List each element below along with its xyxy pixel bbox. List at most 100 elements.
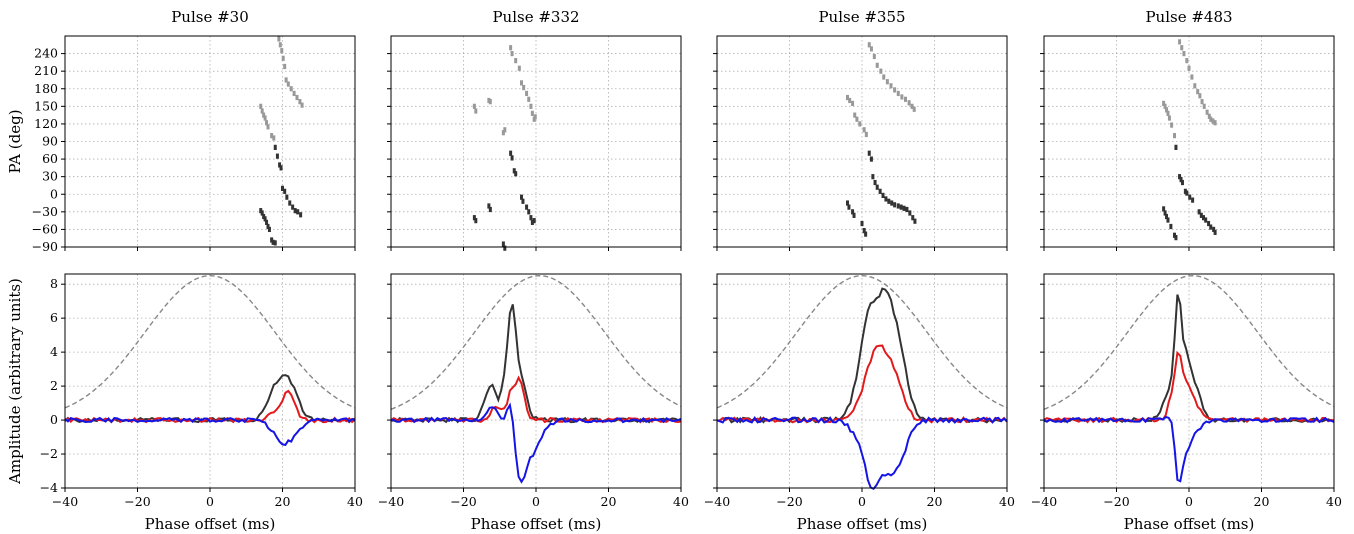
pa-point xyxy=(1198,93,1202,99)
pa-point xyxy=(501,241,505,247)
pa-point xyxy=(503,127,507,133)
x-tick-label: 20 xyxy=(927,494,943,509)
pa-point xyxy=(1182,50,1186,57)
pa-point xyxy=(289,86,293,92)
pa-point xyxy=(1209,116,1213,122)
pa-tick-label: −60 xyxy=(32,221,58,236)
pa-point xyxy=(1173,133,1176,139)
circular-polarization-line xyxy=(716,415,1008,491)
pa-point xyxy=(522,84,526,91)
pa-tick-label: 240 xyxy=(34,46,58,61)
pa-point xyxy=(281,55,285,61)
x-tick-label: 40 xyxy=(347,494,363,509)
pa-point xyxy=(1212,226,1216,233)
reference-profile-line xyxy=(1043,274,1335,410)
amplitude-axes-frame xyxy=(716,273,1008,489)
pa-point xyxy=(273,144,277,150)
panel-title: Pulse #355 xyxy=(818,8,905,26)
amplitude-tick-label: 8 xyxy=(50,276,58,291)
pa-point xyxy=(1187,65,1191,71)
x-tick-label: 40 xyxy=(1326,494,1342,509)
x-tick-label: 40 xyxy=(673,494,689,509)
pa-tick-label: 60 xyxy=(42,151,58,166)
pa-point xyxy=(846,94,849,101)
pa-panel-2: Pulse #332 xyxy=(387,8,682,251)
pa-point xyxy=(283,63,287,70)
pa-point xyxy=(1185,190,1189,196)
pa-point xyxy=(1162,206,1166,212)
amplitude-panel-2: −40 −20 0 20 40 Phase offset (ms) xyxy=(378,273,689,533)
x-tick-label: 0 xyxy=(1185,494,1193,509)
x-axis-label: Phase offset (ms) xyxy=(797,515,928,533)
pa-point xyxy=(532,218,536,224)
pa-point xyxy=(1179,176,1183,183)
pa-point xyxy=(1166,217,1170,223)
pa-point xyxy=(278,162,282,168)
x-tick-label: −40 xyxy=(1031,494,1057,509)
pa-point xyxy=(1169,223,1173,230)
pa-point xyxy=(529,215,533,221)
pa-point xyxy=(869,156,873,162)
pa-panel-3: Pulse #355 xyxy=(713,8,1008,251)
x-tick-label: −20 xyxy=(124,494,150,509)
pa-point xyxy=(275,153,279,159)
pa-point xyxy=(296,209,300,215)
pa-point xyxy=(1199,212,1203,218)
pa-point xyxy=(266,124,270,130)
pa-point xyxy=(259,103,263,109)
pa-point xyxy=(910,103,914,109)
pa-point xyxy=(875,184,879,190)
amplitude-tick-label: −4 xyxy=(40,480,58,495)
pa-point xyxy=(270,133,274,139)
pa-point xyxy=(1165,107,1169,113)
pa-point xyxy=(527,96,531,102)
pa-point xyxy=(472,103,476,109)
pa-point xyxy=(1202,215,1205,221)
panel-title: Pulse #483 xyxy=(1145,8,1232,26)
circular-polarization-line xyxy=(64,416,356,446)
amplitude-panel-3: −40 −20 0 20 40 Phase offset (ms) xyxy=(704,273,1015,533)
pa-point xyxy=(862,227,866,234)
pa-point xyxy=(503,245,507,251)
pa-point xyxy=(284,77,288,83)
pa-point xyxy=(1170,122,1174,128)
pa-point xyxy=(273,240,277,246)
x-tick-label: −20 xyxy=(1103,494,1129,509)
pa-point xyxy=(285,194,289,200)
pa-point xyxy=(1197,209,1201,215)
pa-point xyxy=(533,114,537,120)
pa-point xyxy=(864,231,868,237)
pa-point xyxy=(913,218,917,224)
pa-point xyxy=(1205,109,1209,115)
pa-point xyxy=(472,215,476,221)
reference-profile-line xyxy=(716,274,1008,409)
pa-point xyxy=(899,204,903,210)
pa-point xyxy=(1174,144,1178,150)
pa-point xyxy=(1202,103,1206,109)
pa-point xyxy=(1163,103,1167,109)
pa-point xyxy=(1167,115,1171,121)
pa-tick-label: 90 xyxy=(42,134,58,149)
pa-point xyxy=(860,220,864,227)
pa-point xyxy=(1174,235,1178,241)
pa-point xyxy=(288,200,292,206)
pa-panel-1: Pulse #30 −90 −60 −30 0 30 60 90 120 150 180 210 240 xyxy=(32,8,356,254)
pa-point xyxy=(1191,197,1195,203)
amplitude-axes-frame xyxy=(1043,273,1335,489)
x-tick-label: −20 xyxy=(450,494,476,509)
pa-point xyxy=(864,131,868,138)
pa-axes-frame xyxy=(716,35,1008,248)
pa-point xyxy=(1207,220,1211,227)
reference-profile-line xyxy=(390,274,682,410)
pa-point xyxy=(265,219,269,225)
pa-point xyxy=(1166,110,1170,116)
pa-point xyxy=(884,196,888,202)
pa-point xyxy=(300,102,304,108)
pa-point xyxy=(501,130,505,136)
pa-point xyxy=(260,210,264,216)
pa-point xyxy=(509,150,513,156)
pa-point xyxy=(882,74,886,80)
x-tick-label: −20 xyxy=(776,494,802,509)
